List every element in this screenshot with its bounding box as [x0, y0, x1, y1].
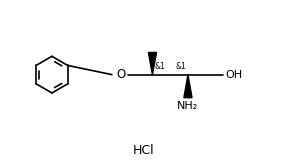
- Text: &1: &1: [175, 62, 186, 71]
- Text: O: O: [117, 68, 126, 81]
- Polygon shape: [184, 75, 192, 98]
- Polygon shape: [148, 52, 156, 75]
- Text: OH: OH: [225, 70, 242, 80]
- Text: NH₂: NH₂: [177, 101, 199, 111]
- Text: &1: &1: [155, 62, 165, 71]
- Text: HCl: HCl: [133, 144, 154, 156]
